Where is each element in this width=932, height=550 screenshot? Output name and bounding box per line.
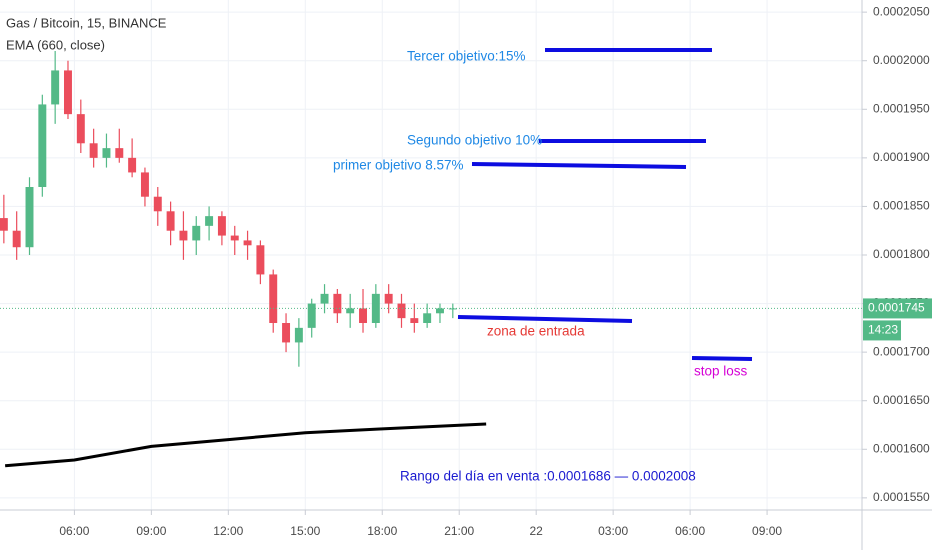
candle-body [115, 148, 124, 158]
candle-body [333, 293, 342, 314]
y-tick-label: 0.0002050 [873, 4, 930, 18]
y-tick-label: 0.0001800 [873, 247, 930, 261]
y-tick-label: 0.0001900 [873, 150, 930, 164]
candle-body [76, 114, 85, 144]
y-tick-label: 0.0001850 [873, 199, 930, 213]
candle-body [307, 303, 316, 328]
candle-body [217, 216, 226, 236]
annotation: Rango del día en venta :0.0001686 — 0.00… [400, 469, 696, 484]
candle-body [294, 327, 303, 343]
candle-body [25, 187, 34, 248]
candle-body [397, 303, 406, 319]
candle-body [410, 318, 419, 323]
entry-line [457, 315, 633, 323]
x-tick-label: 06:00 [675, 524, 705, 538]
legend-entry: EMA (660, close) [6, 37, 105, 52]
y-tick-label: 0.0001950 [873, 101, 930, 115]
countdown-box [863, 320, 901, 341]
candle-body [38, 104, 47, 187]
candle-body [269, 274, 278, 323]
x-tick-label: 15:00 [290, 524, 320, 538]
y-tick-label: 0.0001600 [873, 441, 930, 455]
candle-body [51, 70, 60, 105]
y-tick-label: 0.0001550 [873, 490, 930, 504]
candle-body [359, 308, 367, 323]
candle-body [320, 293, 329, 304]
x-tick-label: 03:00 [598, 524, 628, 538]
candle-body [192, 225, 201, 241]
candle-body [140, 172, 149, 197]
candle-body [89, 143, 98, 158]
chart-title: Gas / Bitcoin, 15, BINANCE [6, 15, 167, 30]
candle-body [102, 148, 111, 158]
countdown-label: 14:23 [868, 323, 898, 337]
candle-body [256, 245, 265, 275]
target-line [471, 162, 687, 169]
y-tick-label: 0.0001700 [873, 344, 930, 358]
candle-body [0, 218, 8, 231]
x-tick-label: 06:00 [59, 524, 89, 538]
annotation: zona de entrada [487, 324, 585, 339]
last-price-box [863, 298, 932, 319]
annotation: primer objetivo 8.57% [333, 158, 464, 173]
x-tick-label: 21:00 [444, 524, 474, 538]
candle-body [346, 308, 355, 314]
candle-body [423, 313, 432, 323]
candle-body [230, 235, 239, 241]
candle-body [179, 230, 188, 241]
y-tick-label: 0.0002000 [873, 53, 930, 67]
candle-body [205, 216, 214, 226]
x-tick-label: 09:00 [752, 524, 782, 538]
x-tick-label: 12:00 [213, 524, 243, 538]
annotation: Tercer objetivo:15% [407, 49, 526, 64]
candle-body [153, 196, 162, 212]
candle-body [64, 70, 72, 115]
stop-line [691, 356, 753, 361]
x-tick-label: 09:00 [136, 524, 166, 538]
last-price-label: 0.0001745 [868, 301, 925, 315]
annotation: Segundo objetivo 10% [407, 133, 542, 148]
candle-body [243, 240, 252, 246]
x-tick-label: 22 [530, 524, 544, 538]
ema-line [5, 422, 487, 468]
x-tick-label: 18:00 [367, 524, 397, 538]
candle-body [448, 308, 457, 310]
candle-body [282, 323, 291, 343]
candle-body [436, 308, 444, 314]
candle-body [166, 211, 175, 231]
candle-body [384, 293, 393, 304]
candle-body [12, 230, 21, 248]
candle-body [128, 157, 137, 173]
annotation: stop loss [694, 364, 748, 379]
y-tick-label: 0.0001650 [873, 393, 930, 407]
